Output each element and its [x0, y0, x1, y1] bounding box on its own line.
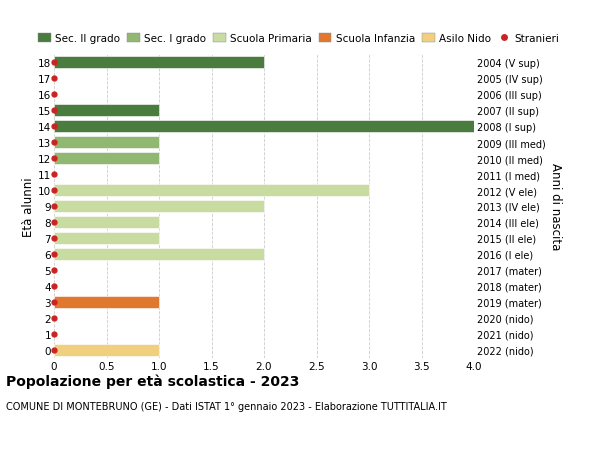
Y-axis label: Anni di nascita: Anni di nascita	[549, 163, 562, 250]
Bar	[54, 344, 159, 356]
Bar	[54, 248, 264, 261]
Bar	[54, 152, 159, 165]
Bar	[54, 232, 159, 245]
Bar	[54, 137, 159, 149]
Bar	[54, 185, 369, 197]
Bar	[54, 296, 159, 308]
Bar	[54, 105, 159, 117]
Bar	[54, 57, 264, 69]
Bar	[54, 200, 264, 213]
Legend: Sec. II grado, Sec. I grado, Scuola Primaria, Scuola Infanzia, Asilo Nido, Stran: Sec. II grado, Sec. I grado, Scuola Prim…	[38, 34, 560, 44]
Bar	[54, 121, 474, 133]
Bar	[54, 216, 159, 229]
Text: COMUNE DI MONTEBRUNO (GE) - Dati ISTAT 1° gennaio 2023 - Elaborazione TUTTITALIA: COMUNE DI MONTEBRUNO (GE) - Dati ISTAT 1…	[6, 402, 447, 412]
Text: Popolazione per età scolastica - 2023: Popolazione per età scolastica - 2023	[6, 374, 299, 389]
Y-axis label: Età alunni: Età alunni	[22, 177, 35, 236]
